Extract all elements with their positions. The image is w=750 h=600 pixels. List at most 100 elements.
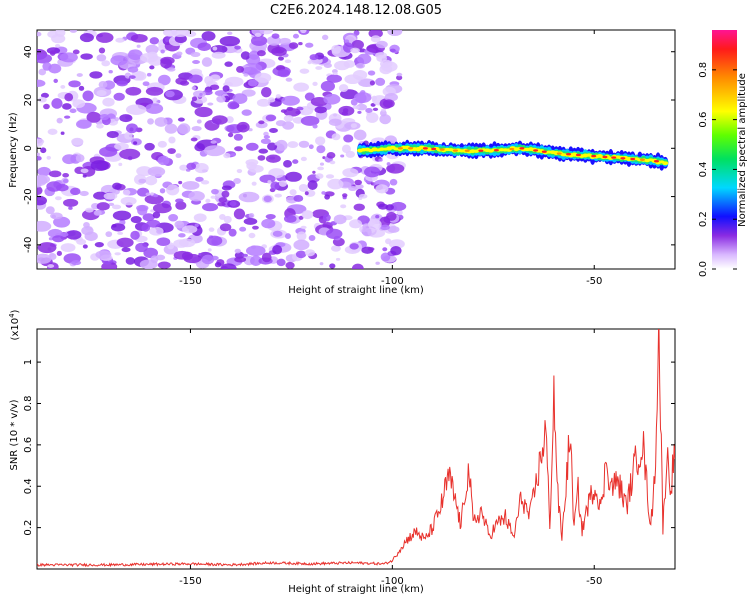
snr-series-line	[37, 329, 675, 568]
spectrogram-signal-peak	[509, 147, 515, 151]
spectrogram-noise-blob	[49, 50, 56, 56]
spectrogram-noise-blob	[130, 216, 142, 224]
spectrogram-noise-blob	[128, 75, 136, 79]
snr-x-tick-label: -100	[381, 576, 404, 587]
spectrogram-signal-peak	[630, 157, 636, 161]
spectrogram-noise-blob	[284, 59, 292, 64]
spectrogram-noise-blob	[378, 158, 383, 162]
spectrogram-noise-blob	[301, 210, 314, 220]
spectrogram-noise-blob	[60, 131, 65, 135]
spectrogram-noise-blob	[382, 99, 395, 108]
spectrogram-noise-blob	[37, 182, 42, 188]
spectrogram-noise-blob	[219, 223, 232, 232]
spectrogram-noise-blob	[251, 181, 257, 186]
spectrogram-noise-blob	[315, 173, 324, 179]
spectrogram-noise-blob	[356, 103, 367, 111]
spectrogram-noise-blob	[289, 189, 297, 196]
colorbar-tick-label: 0.0	[698, 261, 709, 277]
spectrogram-noise-blob	[191, 96, 198, 102]
spectrogram-noise-blob	[357, 110, 362, 114]
spectrogram-signal-peak	[639, 158, 645, 161]
spectrogram-noise-blob	[362, 227, 372, 237]
spectrogram-noise-blob	[130, 34, 148, 43]
spectrogram-noise-blob	[350, 47, 360, 54]
snr-y-tick-label: 1	[23, 359, 34, 365]
spectrogram-noise-blob	[300, 30, 307, 34]
spectrogram-noise-blob	[156, 229, 163, 234]
spectrogram-noise-blob	[265, 114, 277, 122]
spectrogram-noise-blob	[199, 92, 203, 96]
spectrogram-noise-blob	[380, 224, 390, 231]
spectrogram-noise-blob	[285, 171, 302, 182]
spectrogram-noise-blob	[196, 119, 202, 124]
spectrogram-noise-blob	[93, 210, 102, 216]
spectrogram-noise-blob	[234, 45, 241, 50]
spectrogram-noise-blob	[250, 255, 262, 266]
spectrogram-noise-blob	[159, 188, 166, 194]
spectrogram-noise-blob	[78, 85, 85, 91]
spectrogram-noise-blob	[150, 192, 154, 196]
spectrogram-noise-blob	[163, 30, 178, 37]
spectrogram-noise-blob	[211, 188, 219, 195]
spectrogram-noise-blob	[191, 86, 197, 91]
spectrogram-noise-blob	[120, 196, 137, 206]
spectrogram-noise-blob	[64, 115, 71, 119]
spectrogram-noise-blob	[194, 106, 213, 118]
spectrogram-noise-blob	[207, 102, 214, 106]
spectrogram-noise-blob	[71, 137, 84, 146]
spectrogram-noise-blob	[387, 30, 403, 37]
spectrogram-signal-peak	[602, 155, 608, 159]
spectrogram-noise-blob	[118, 162, 123, 167]
spectrogram-noise-blob	[329, 263, 336, 269]
spectrogram-noise-blob	[342, 193, 348, 198]
spectrogram-noise-blob	[114, 142, 129, 151]
spectrogram-noise-blob	[144, 194, 164, 205]
spectrogram-signal-peak	[478, 149, 484, 152]
spectrogram-noise-blob	[145, 86, 164, 96]
spectrogram-noise-blob	[157, 155, 170, 166]
spectrogram-noise-blob	[166, 184, 180, 196]
spectrogram-noise-blob	[112, 210, 132, 221]
spectrogram-noise-blob	[201, 31, 216, 42]
spectrogram-noise-blob	[256, 98, 271, 107]
spectrogram-noise-blob	[304, 249, 316, 257]
spectrogram-noise-blob	[37, 242, 57, 254]
spectrogram-noise-blob	[106, 131, 119, 139]
snr-x-tick-label: -150	[179, 576, 202, 587]
spectrogram-x-label: Height of straight line (km)	[288, 285, 424, 296]
spectrogram-signal-peak	[519, 147, 525, 150]
spectrogram-signal-peak	[653, 160, 659, 163]
spectrogram-noise-blob	[240, 51, 251, 60]
spectrogram-noise-blob	[203, 145, 226, 157]
spectrogram-noise-blob	[277, 69, 290, 78]
spectrogram-noise-blob	[56, 184, 69, 192]
spectrogram-noise-blob	[358, 196, 363, 201]
spectrogram-noise-blob	[125, 257, 136, 265]
spectrogram-noise-blob	[217, 202, 226, 207]
spectrogram-y-tick-label: 40	[23, 45, 34, 58]
spectrogram-noise-blob	[265, 154, 281, 163]
spectrogram-noise-blob	[38, 96, 47, 103]
spectrogram-noise-blob	[368, 30, 383, 39]
spectrogram-noise-blob	[51, 98, 63, 109]
spectrogram-noise-blob	[62, 103, 72, 110]
spectrogram-noise-blob	[315, 66, 323, 70]
spectrogram-noise-blob	[42, 62, 52, 71]
spectrogram-noise-blob	[296, 231, 307, 241]
spectrogram-noise-blob	[278, 180, 287, 187]
spectrogram-noise-blob	[232, 93, 248, 104]
spectrogram-noise-blob	[201, 57, 213, 67]
spectrogram-noise-blob	[323, 62, 332, 68]
spectrogram-noise-blob	[281, 95, 300, 106]
colorbar-label: Normalized spectral amplitude	[737, 73, 748, 227]
spectrogram-noise-blob	[160, 49, 165, 54]
spectrogram-noise-blob	[330, 245, 341, 252]
spectrogram-noise-blob	[285, 233, 291, 240]
spectrogram-noise-blob	[79, 32, 94, 43]
spectrogram-noise-blob	[228, 228, 237, 237]
spectrogram-noise-blob	[211, 51, 226, 59]
spectrogram-noise-blob	[367, 247, 375, 251]
spectrogram-noise-blob	[79, 190, 89, 197]
spectrogram-noise-blob	[214, 262, 222, 268]
spectrogram-noise-blob	[37, 174, 51, 184]
